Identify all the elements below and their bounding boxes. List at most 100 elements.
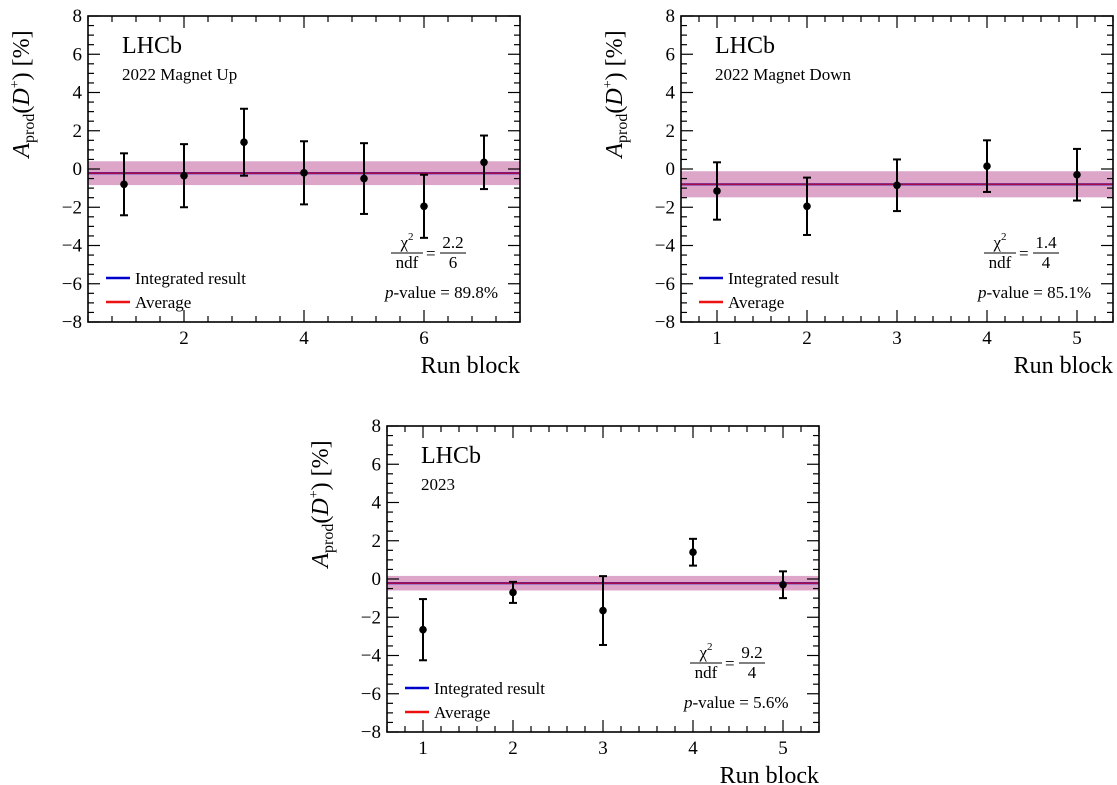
x-tick-label: 1	[418, 738, 428, 759]
x-tick-label: 6	[419, 328, 429, 349]
x-tick-label: 1	[712, 328, 722, 349]
legend-average: Average	[699, 293, 784, 312]
data-point	[120, 152, 128, 217]
y-tick-label: −8	[655, 312, 675, 333]
data-point	[983, 139, 991, 193]
y-tick-label: −4	[62, 236, 83, 257]
plot-area	[88, 107, 520, 239]
ndf-value: 6	[449, 253, 458, 272]
legend-integrated: Integrated result	[106, 269, 246, 288]
y-tick-label: 8	[666, 6, 676, 27]
data-point	[893, 158, 901, 213]
x-tick-label: 4	[688, 738, 698, 759]
legend-integrated: Integrated result	[405, 679, 545, 698]
data-point	[779, 570, 787, 600]
period-label: 2022 Magnet Down	[715, 65, 851, 84]
chi2-symbol: χ2	[992, 231, 1006, 252]
y-tick-label: 4	[73, 83, 83, 104]
data-marker	[983, 162, 991, 170]
data-marker	[420, 202, 428, 211]
plot-area	[387, 537, 819, 662]
experiment-label: LHCb	[715, 33, 775, 59]
data-point	[419, 598, 427, 662]
p-value: p-value = 5.6%	[683, 693, 788, 712]
chi2-symbol: χ2	[399, 231, 413, 252]
data-point	[240, 107, 248, 177]
data-point	[480, 134, 488, 191]
data-point	[180, 143, 188, 209]
data-marker	[689, 548, 697, 557]
data-marker	[300, 169, 308, 177]
x-tick-label: 4	[299, 328, 309, 349]
y-tick-label: −6	[655, 274, 675, 295]
y-tick-label: 2	[73, 121, 83, 142]
data-marker	[480, 158, 488, 167]
legend-label: Integrated result	[135, 269, 246, 288]
p-value: p-value = 89.8%	[384, 283, 498, 302]
y-tick-label: −2	[655, 197, 675, 218]
y-tick-label: −4	[361, 646, 382, 667]
data-marker	[120, 180, 128, 189]
legend-integrated: Integrated result	[699, 269, 839, 288]
period-label: 2022 Magnet Up	[122, 65, 237, 84]
equals-sign: =	[426, 244, 436, 263]
data-marker	[803, 202, 811, 211]
legend-label: Integrated result	[728, 269, 839, 288]
y-tick-label: 0	[666, 159, 676, 180]
legend-label: Integrated result	[434, 679, 545, 698]
x-axis-title: Run block	[720, 763, 819, 785]
y-tick-label: 4	[372, 493, 382, 514]
data-marker	[779, 580, 787, 589]
data-point	[300, 140, 308, 206]
data-point	[1073, 147, 1081, 202]
y-tick-label: 6	[73, 44, 83, 65]
period-label: 2023	[421, 475, 455, 494]
y-tick-label: 0	[372, 569, 382, 590]
data-point	[803, 176, 811, 236]
y-axis-title: Aprod(D+) [%]	[307, 440, 337, 569]
x-tick-label: 4	[982, 328, 992, 349]
equals-sign: =	[725, 654, 735, 673]
y-tick-label: 8	[372, 416, 382, 437]
data-marker	[893, 181, 901, 190]
p-value: p-value = 85.1%	[977, 283, 1091, 302]
x-tick-label: 2	[802, 328, 812, 349]
chi2-symbol: χ2	[698, 641, 712, 662]
y-tick-label: 6	[666, 44, 676, 65]
legend-average: Average	[405, 703, 490, 722]
data-point	[713, 161, 721, 221]
y-tick-label: −8	[62, 312, 82, 333]
y-tick-label: −2	[361, 607, 381, 628]
y-axis-title: Aprod(D+) [%]	[8, 30, 38, 159]
data-marker	[360, 174, 368, 183]
data-marker	[509, 588, 517, 597]
x-tick-label: 2	[179, 328, 189, 349]
data-marker	[240, 138, 248, 147]
x-axis-title: Run block	[421, 353, 520, 379]
chi2-value: 9.2	[741, 643, 762, 662]
legend-average: Average	[106, 293, 191, 312]
y-tick-label: 6	[372, 454, 382, 475]
data-point	[420, 173, 428, 239]
plot-area	[681, 139, 1113, 236]
legend-label: Average	[135, 293, 191, 312]
panels: −8 −6 −4 −2 0 2 4 6 8 2 4 6 Run block Aprod(D+) [%] LH…	[8, 6, 1114, 785]
x-tick-label: 2	[508, 738, 518, 759]
y-tick-label: 8	[73, 6, 83, 27]
legend-label: Average	[434, 703, 490, 722]
y-axis-title: Aprod(D+) [%]	[601, 30, 631, 159]
experiment-label: LHCb	[122, 33, 182, 59]
data-marker	[1073, 170, 1081, 179]
data-marker	[599, 606, 607, 615]
y-tick-label: 0	[73, 159, 83, 180]
x-axis-title: Run block	[1014, 353, 1113, 379]
data-point	[360, 142, 368, 215]
data-marker	[180, 171, 188, 180]
y-tick-label: −6	[62, 274, 82, 295]
x-tick-label: 3	[598, 738, 608, 759]
chart-panel: −8 −6 −4 −2 0 2 4 6 8 2 4 6 Run block Aprod(D+) [%] LH…	[8, 6, 521, 379]
